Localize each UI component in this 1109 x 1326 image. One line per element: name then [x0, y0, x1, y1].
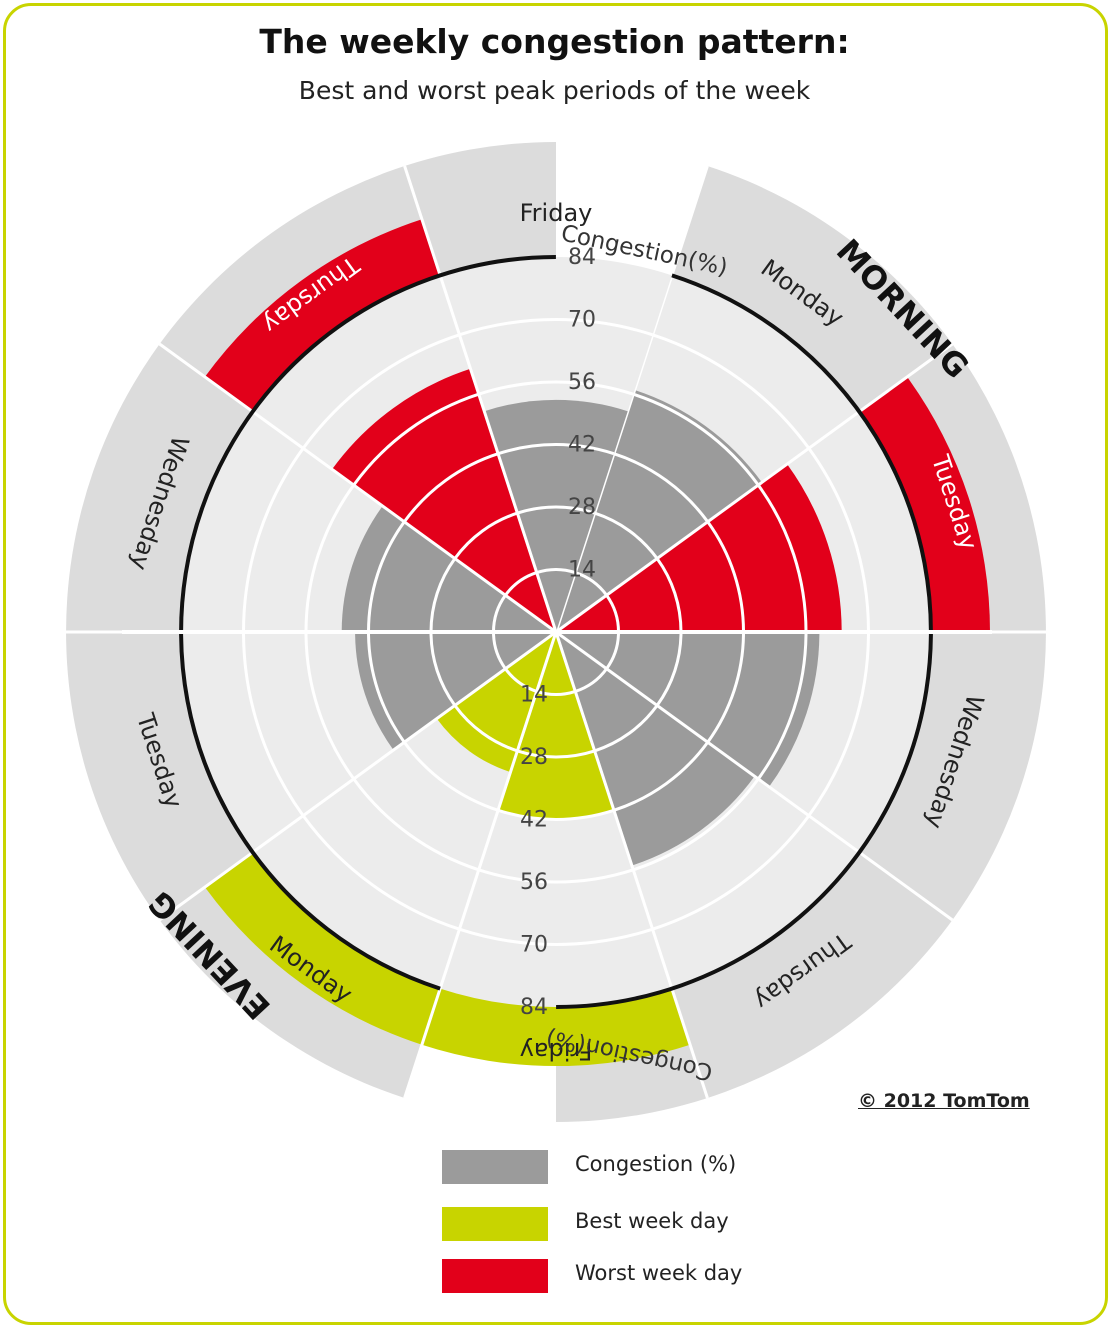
bar-morning-wednesday [556, 632, 820, 787]
wedge-separator [158, 342, 557, 634]
gridline-ring [453, 704, 518, 753]
gridline-ring [652, 814, 811, 931]
tick-label-evening: 28 [520, 745, 548, 770]
gridline-ring [304, 484, 355, 633]
gridline-ring [478, 380, 634, 396]
gridline-ring [429, 557, 457, 633]
legend-label-worst: Worst week day [575, 1261, 743, 1285]
gridline-ring [652, 333, 811, 450]
gridline-ring [655, 631, 683, 707]
bar-evening-friday [484, 399, 628, 632]
gridline-ring [301, 814, 460, 931]
legend-swatch-congestion [442, 1150, 548, 1184]
chart-subtitle: Best and worst peak periods of the week [298, 76, 811, 105]
gridline-ring [497, 443, 615, 456]
gridline-ring [605, 594, 620, 633]
gridline-ring [594, 704, 659, 753]
gridline-ring [807, 447, 870, 633]
gridline-ring [242, 447, 305, 633]
tick-label-morning: 42 [568, 433, 596, 458]
gridline-ring [632, 778, 760, 872]
gridline-ring [706, 631, 745, 744]
tick-label-morning: 28 [568, 495, 596, 520]
wedge-separator [403, 631, 558, 1099]
gridline-ring [574, 571, 608, 597]
gridline-ring [403, 452, 499, 523]
wedge-separator [555, 630, 954, 922]
gridline-ring [458, 927, 654, 947]
gridline-ring [632, 392, 760, 486]
gridline-ring [453, 511, 518, 560]
gridline-ring [516, 505, 596, 515]
gridline-ring [301, 333, 460, 450]
gridline-ring [429, 631, 457, 707]
gridline-ring [594, 511, 659, 560]
gridline-ring [516, 749, 596, 759]
day-label-evening-friday: Friday [520, 199, 593, 227]
gridline-ring [536, 568, 576, 575]
wedge-separator [158, 630, 557, 922]
gridline-ring [574, 667, 608, 693]
tick-label-morning: 14 [568, 558, 596, 583]
chart-title: The weekly congestion pattern: [259, 22, 850, 61]
legend-swatch-best [442, 1207, 548, 1241]
gridline-ring [492, 631, 507, 670]
max-ring-morning [556, 273, 933, 1009]
gridline-ring [352, 392, 480, 486]
tick-label-morning: 56 [568, 370, 596, 395]
gridline-ring [536, 689, 576, 696]
gridline-ring [757, 631, 808, 780]
gridline-ring [478, 868, 634, 884]
tick-label-evening: 56 [520, 870, 548, 895]
bar-morning-thursday [556, 632, 755, 866]
day-label-morning-friday: Friday [520, 1037, 593, 1065]
tick-label-morning: 70 [568, 308, 596, 333]
gridline-ring [807, 631, 870, 817]
legend-label-best: Best week day [575, 1209, 729, 1233]
tick-label-evening: 84 [520, 995, 548, 1020]
gridline-ring [367, 520, 406, 633]
tick-label-morning: 84 [568, 245, 596, 270]
wedge-separator [403, 165, 558, 633]
gridline-ring [605, 631, 620, 670]
bar-morning-monday [556, 390, 762, 632]
gridline-ring [403, 741, 499, 812]
bar-evening-tuesday [355, 632, 556, 751]
bar-evening-monday [436, 632, 556, 773]
gridline-ring [367, 631, 406, 744]
gridline-ring [492, 594, 507, 633]
tick-label-evening: 70 [520, 933, 548, 958]
wedge-separator [555, 342, 954, 634]
gridline-ring [458, 317, 654, 337]
legend-label-congestion: Congestion (%) [575, 1152, 737, 1176]
gridline-ring [242, 631, 305, 817]
tick-label-evening: 42 [520, 808, 548, 833]
gridline-ring [504, 667, 538, 693]
bar-morning-friday [498, 632, 614, 820]
gridline-ring [613, 741, 709, 812]
wedge-separator [554, 631, 709, 1099]
gridline-ring [304, 631, 355, 780]
gridline-ring [613, 452, 709, 523]
max-ring-evening [179, 255, 556, 991]
bar-evening-thursday [332, 368, 556, 632]
legend-swatch-worst [442, 1259, 548, 1293]
gridline-ring [497, 808, 615, 821]
gridline-ring [352, 778, 480, 872]
gridline-ring [706, 520, 745, 633]
gridline-ring [504, 571, 538, 597]
gridline-ring [655, 557, 683, 633]
copyright-notice: © 2012 TomTom [858, 1090, 1030, 1112]
tick-label-evening: 14 [520, 683, 548, 708]
gridline-ring [757, 484, 808, 633]
